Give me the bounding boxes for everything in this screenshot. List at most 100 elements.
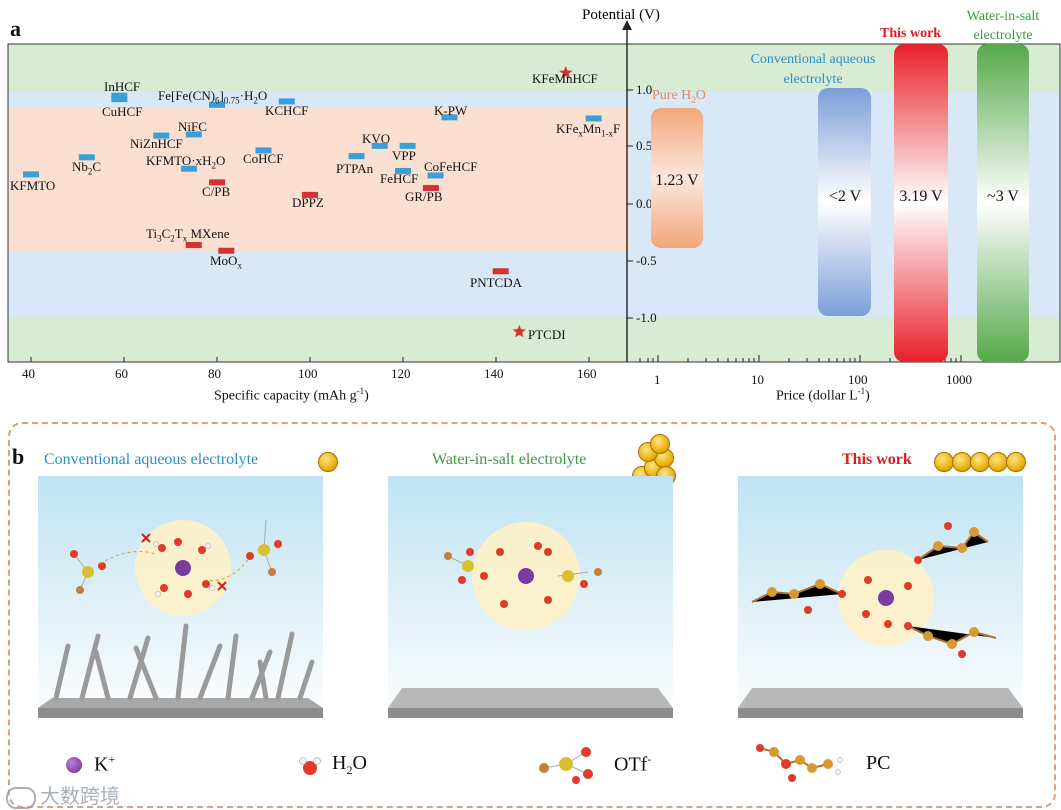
potential-tick-05: 0.5 <box>636 138 653 153</box>
label-kfmto: KFMTO <box>10 178 56 193</box>
band-orange <box>8 107 630 251</box>
label-mxene: Ti3C2Tx MXene <box>146 226 230 244</box>
price-tick: 1 <box>654 372 661 387</box>
scene-wis <box>388 476 673 722</box>
scene-thiswork <box>738 476 1023 722</box>
potential-tick-m05: -0.5 <box>636 253 657 268</box>
legend-otf-icon <box>539 747 593 784</box>
band-green-bottom <box>8 317 1060 362</box>
mark-blue <box>185 131 202 138</box>
pure-h2o-value: 1.23 V <box>655 172 699 189</box>
label-nb2c: Nb2C <box>72 159 102 177</box>
wis-title: Water-in-salt electrolyte <box>966 9 1040 43</box>
mark-blue <box>278 98 295 105</box>
label-ptpan: PTPAn <box>336 161 374 176</box>
panel-b-label: b <box>12 444 25 469</box>
label-inhcf: InHCF <box>104 79 141 94</box>
label-grpb: GR/PB <box>405 189 443 204</box>
capacity-tick: 80 <box>208 366 221 381</box>
mark-blue <box>111 96 128 103</box>
mark-star <box>559 65 573 79</box>
scene-conventional <box>38 476 323 722</box>
conv-bar <box>818 88 871 316</box>
capacity-tick: 40 <box>22 366 35 381</box>
price-axis-title: Price (dollar L-1) <box>776 386 870 404</box>
mark-blue <box>78 154 95 161</box>
label-cohcf: CoHCF <box>243 151 284 166</box>
potential-tick-0: 0.0 <box>636 196 653 211</box>
label-fefecn: Fe[Fe(CN)6]0.75·H2O <box>158 88 268 106</box>
legend-k-icon <box>66 757 82 773</box>
scene-title-thiswork: This work <box>842 451 912 468</box>
potential-arrow <box>622 20 632 30</box>
label-vpp: VPP <box>392 148 416 163</box>
mark-red <box>185 242 202 249</box>
label-cuhcf: CuHCF <box>102 104 143 119</box>
wis-bar <box>977 44 1029 362</box>
label-kpw: K-PW <box>434 103 468 118</box>
wis-value: ~3 V <box>987 188 1019 205</box>
legend-pc-label: PC <box>866 752 891 774</box>
potential-tick-1: 1.0 <box>636 82 653 97</box>
potential-tick-m1: -1.0 <box>636 310 657 325</box>
panel-a-label: a <box>10 16 21 41</box>
thiswork-bar <box>894 44 948 362</box>
legend-pc-icon <box>756 744 843 782</box>
band-blue-bottom <box>8 251 1060 317</box>
mark-blue <box>23 171 39 178</box>
label-kvo: KVO <box>362 131 391 146</box>
panel-b-frame <box>8 422 1056 808</box>
price-tick: 100 <box>848 372 868 387</box>
label-kfemnf: KFexMn1-xF <box>556 121 621 139</box>
mark-blue <box>209 101 225 108</box>
band-blue-top <box>8 92 1060 107</box>
label-kfemnhcf: KFeMnHCF <box>532 71 598 86</box>
pure-h2o-bar <box>651 108 703 248</box>
mark-red <box>422 185 439 192</box>
mark-blue <box>371 142 388 149</box>
legend-h2o-label: H2O <box>332 752 367 777</box>
plot-frame <box>7 43 1061 363</box>
label-nifc: NiFC <box>178 119 207 134</box>
mark-star <box>512 324 526 338</box>
potential-axis-title: Potential (V) <box>582 7 660 23</box>
legend-k-label: K+ <box>94 752 116 776</box>
mark-blue <box>395 167 411 174</box>
coins-row-icon <box>934 450 1026 472</box>
label-cpb: C/PB <box>202 184 231 199</box>
capacity-tick: 160 <box>577 366 597 381</box>
scene-title-wis: Water-in-salt electrolyte <box>432 451 587 468</box>
label-ptcdi: PTCDI <box>528 327 566 342</box>
mark-blue <box>111 92 128 99</box>
label-cofehcf: CoFeHCF <box>424 159 478 174</box>
mark-blue <box>348 153 365 160</box>
capacity-tick: 60 <box>115 366 128 381</box>
mark-blue <box>399 142 416 149</box>
label-kfmto-x: KFMTO·xH2O <box>146 153 226 171</box>
label-fehcf: FeHCF <box>380 171 419 186</box>
conv-value: <2 V <box>828 188 862 205</box>
watermark-logo-icon <box>6 787 36 810</box>
conv-title: Conventional aqueous electrolyte <box>750 52 876 87</box>
mark-blue <box>181 165 198 172</box>
capacity-axis-title: Specific capacity (mAh g-1) <box>214 386 369 404</box>
price-tick: 10 <box>751 372 764 387</box>
thiswork-value: 3.19 V <box>899 188 943 205</box>
material-marks <box>23 65 602 338</box>
legend-otf-label: OTf- <box>614 752 652 776</box>
capacity-tick: 140 <box>484 366 504 381</box>
scene-title-conventional: Conventional aqueous electrolyte <box>44 451 259 468</box>
label-nizn: NiZnHCF <box>130 136 183 151</box>
price-tick: 1000 <box>946 372 972 387</box>
mark-blue <box>441 114 458 121</box>
label-kchcf: KCHCF <box>265 103 309 118</box>
mark-red <box>218 247 235 254</box>
mark-red <box>302 191 318 198</box>
mark-blue <box>585 115 602 122</box>
mark-red <box>492 268 509 275</box>
potential-ticks <box>627 89 633 319</box>
label-moox: MoOx <box>210 253 242 271</box>
capacity-tick: 100 <box>298 366 318 381</box>
legend-h2o-icon <box>299 757 321 775</box>
mark-blue <box>153 132 170 139</box>
